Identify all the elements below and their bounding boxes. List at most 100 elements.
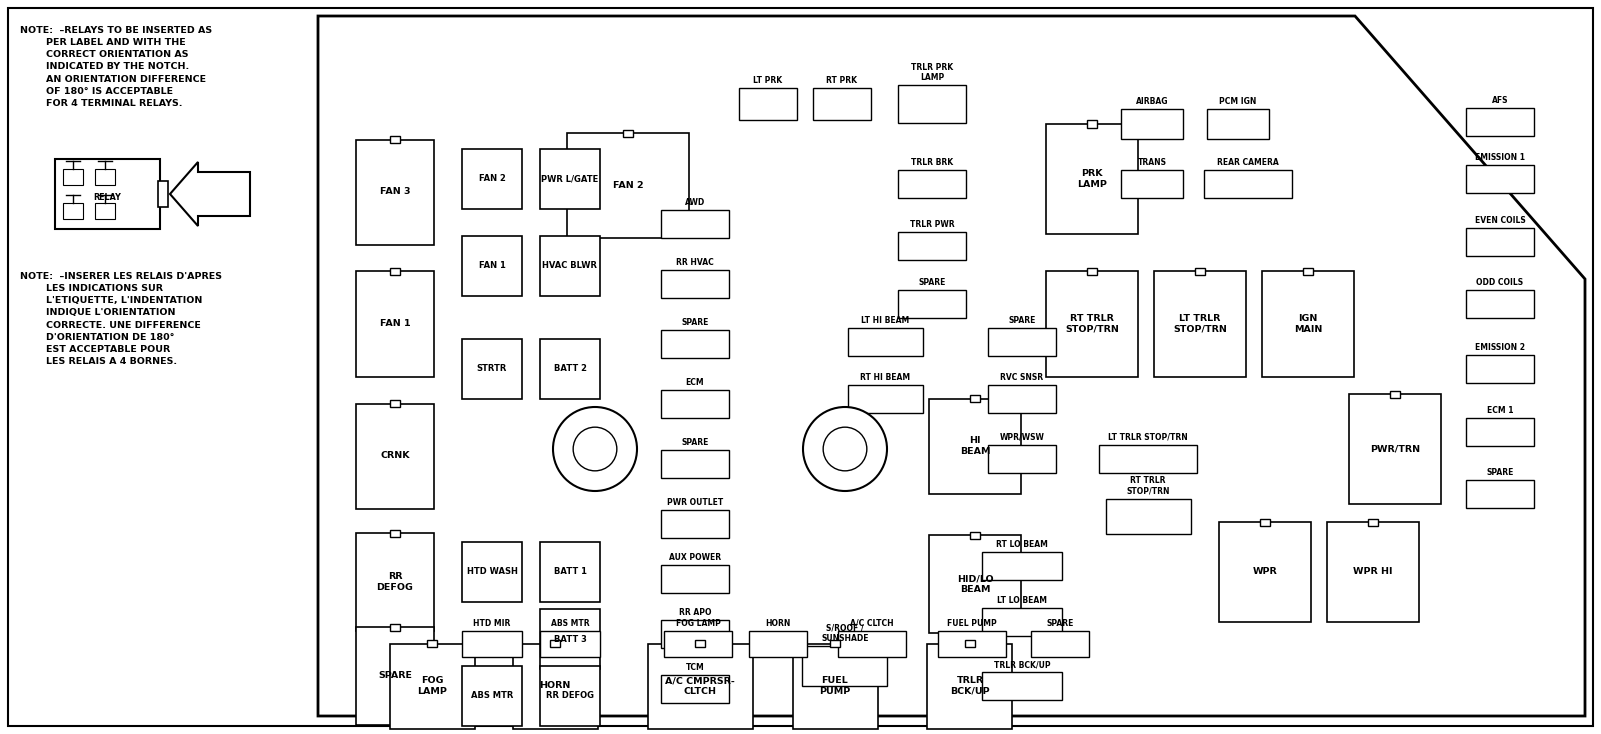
Bar — [1467, 165, 1534, 193]
Bar — [540, 236, 600, 296]
Bar — [938, 631, 1005, 657]
Bar — [988, 385, 1057, 413]
Bar — [1467, 228, 1534, 256]
Bar — [847, 328, 922, 356]
Text: HORN: HORN — [765, 619, 791, 628]
Text: STRTR: STRTR — [477, 365, 508, 374]
Text: RELAY: RELAY — [93, 194, 122, 203]
Text: TRLR PRK
LAMP: TRLR PRK LAMP — [911, 62, 953, 82]
Bar — [661, 270, 728, 298]
Bar — [463, 631, 522, 657]
Bar — [391, 400, 400, 407]
Bar — [1467, 108, 1534, 136]
Text: SPARE: SPARE — [682, 438, 709, 447]
Bar — [355, 533, 434, 631]
Bar — [661, 210, 728, 238]
Text: RR DEFOG: RR DEFOG — [546, 691, 594, 700]
Bar — [540, 631, 600, 657]
Bar — [981, 672, 1061, 700]
Bar — [1303, 268, 1313, 275]
Bar — [1467, 355, 1534, 383]
Text: FAN 2: FAN 2 — [613, 181, 644, 191]
Bar — [1218, 522, 1311, 622]
Text: TRANS: TRANS — [1137, 158, 1167, 167]
Text: ECM 1: ECM 1 — [1487, 406, 1513, 415]
Circle shape — [573, 427, 616, 470]
Text: SPARE: SPARE — [378, 672, 411, 680]
Bar — [1098, 445, 1198, 473]
Bar — [1207, 109, 1270, 139]
Bar — [829, 640, 841, 647]
Bar — [1260, 518, 1270, 526]
Bar — [740, 88, 797, 120]
Bar — [898, 170, 965, 198]
Bar — [389, 644, 474, 729]
Bar — [929, 535, 1021, 633]
Bar — [661, 450, 728, 478]
Text: WPR: WPR — [1252, 567, 1278, 576]
Bar — [981, 552, 1061, 580]
Text: PCM IGN: PCM IGN — [1220, 97, 1257, 106]
Text: HID/LO
BEAM: HID/LO BEAM — [957, 574, 993, 594]
Bar — [463, 149, 522, 209]
Bar — [1045, 272, 1138, 377]
Text: AUX POWER: AUX POWER — [669, 553, 720, 562]
Text: BATT 3: BATT 3 — [554, 634, 586, 644]
Text: RR APO: RR APO — [679, 608, 711, 617]
Text: S/ROOF /
SUNSHADE: S/ROOF / SUNSHADE — [821, 624, 869, 643]
Bar — [94, 169, 115, 185]
Bar — [661, 565, 728, 593]
Text: LT PRK: LT PRK — [754, 76, 783, 85]
Text: LT TRLR STOP/TRN: LT TRLR STOP/TRN — [1108, 433, 1188, 442]
Bar — [540, 666, 600, 726]
Text: FUEL PUMP: FUEL PUMP — [948, 619, 997, 628]
Text: ABS MTR: ABS MTR — [471, 691, 514, 700]
Bar — [898, 290, 965, 318]
Bar — [981, 608, 1061, 636]
Bar — [551, 640, 560, 647]
Bar — [927, 644, 1012, 729]
Bar — [391, 529, 400, 537]
Bar — [463, 339, 522, 399]
Text: TRLR PWR: TRLR PWR — [909, 220, 954, 229]
Bar — [802, 646, 887, 686]
Bar — [1194, 268, 1206, 275]
Bar — [62, 169, 83, 185]
Text: HI
BEAM: HI BEAM — [959, 436, 991, 456]
Bar — [988, 445, 1057, 473]
Text: BATT 2: BATT 2 — [554, 365, 586, 374]
Text: LT HI BEAM: LT HI BEAM — [861, 316, 909, 325]
Bar — [1467, 290, 1534, 318]
Bar — [929, 399, 1021, 493]
Text: TRLR BCK/UP: TRLR BCK/UP — [994, 660, 1050, 669]
Bar — [970, 395, 980, 402]
Bar — [1087, 120, 1097, 128]
Text: FOG LAMP: FOG LAMP — [676, 619, 720, 628]
Circle shape — [552, 407, 637, 491]
Bar — [1031, 631, 1089, 657]
Text: SPARE: SPARE — [682, 318, 709, 327]
Bar — [661, 675, 728, 703]
Bar — [1367, 518, 1378, 526]
Text: HTD MIR: HTD MIR — [474, 619, 511, 628]
Bar — [813, 88, 871, 120]
Text: PRK
LAMP: PRK LAMP — [1077, 170, 1106, 189]
Text: RR HVAC: RR HVAC — [676, 258, 714, 267]
Text: A/C CMPRSR-
CLTCH: A/C CMPRSR- CLTCH — [664, 676, 735, 696]
Bar — [62, 203, 83, 219]
Bar — [355, 404, 434, 509]
Bar — [661, 620, 728, 648]
Text: SPARE: SPARE — [919, 278, 946, 287]
Bar — [391, 268, 400, 275]
Bar — [898, 232, 965, 260]
Bar — [1121, 170, 1183, 198]
Text: TRLR
BCK/UP: TRLR BCK/UP — [949, 676, 989, 696]
Text: SPARE: SPARE — [1009, 316, 1036, 325]
Bar — [355, 627, 434, 725]
Text: RT TRLR
STOP/TRN: RT TRLR STOP/TRN — [1065, 314, 1119, 334]
Text: ECM: ECM — [685, 378, 704, 387]
Text: FAN 1: FAN 1 — [379, 319, 410, 329]
Text: EMISSION 2: EMISSION 2 — [1475, 343, 1526, 352]
Text: HORN: HORN — [540, 681, 570, 691]
Text: BATT 1: BATT 1 — [554, 567, 586, 576]
